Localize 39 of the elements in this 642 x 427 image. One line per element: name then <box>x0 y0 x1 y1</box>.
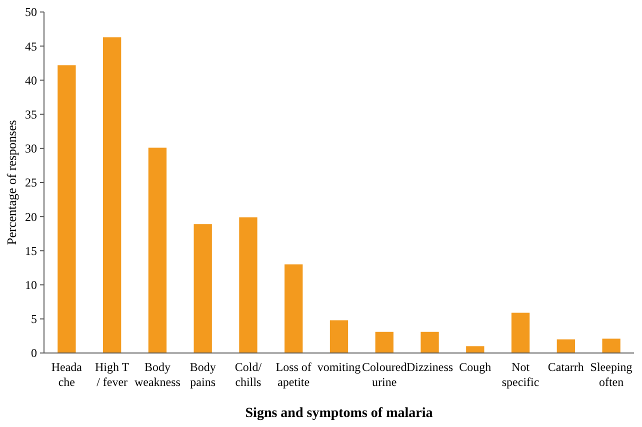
x-tick-label: High T / fever <box>95 360 130 389</box>
y-tick-label: 30 <box>25 142 37 156</box>
x-tick-label: Cold/ chills <box>234 360 262 389</box>
x-tick-label: Loss of apetite <box>276 360 312 389</box>
bar <box>284 264 303 353</box>
y-tick-label: 35 <box>25 108 37 122</box>
x-tick-label: Catarrh <box>548 360 584 374</box>
y-axis-title: Percentage of responses <box>4 120 19 245</box>
y-tick-label: 20 <box>25 210 37 224</box>
bar <box>375 332 394 353</box>
bar <box>420 332 439 353</box>
bar <box>511 312 530 353</box>
y-tick-label: 40 <box>25 73 37 88</box>
x-tick-label: Body weakness <box>134 360 181 389</box>
y-tick-label: 10 <box>25 278 37 292</box>
x-tick-label: Body pains <box>190 360 216 389</box>
y-tick-label: 25 <box>25 176 37 190</box>
x-tick-label: Dizziness <box>406 360 454 374</box>
bar <box>330 320 348 353</box>
x-tick-label: Heada che <box>51 360 83 389</box>
y-tick-label: 15 <box>25 244 37 258</box>
bar <box>103 37 122 353</box>
y-tick-label: 45 <box>25 39 37 54</box>
x-tick-label: Not specific <box>502 360 540 389</box>
x-axis-title: Signs and symptoms of malaria <box>245 406 433 421</box>
x-tick-label: vomiting <box>317 360 361 374</box>
bar <box>466 346 484 353</box>
y-tick-label: 5 <box>31 312 37 326</box>
bar <box>194 224 212 353</box>
x-tick-label: Coloured urine <box>362 360 407 389</box>
bar <box>239 217 258 353</box>
bar <box>148 148 167 353</box>
x-tick-label: Cough <box>459 360 492 374</box>
bar <box>58 65 76 353</box>
x-tick-label: Sleeping often <box>590 360 632 389</box>
bar <box>602 338 620 353</box>
bar <box>556 339 575 353</box>
y-tick-label: 0 <box>31 346 37 360</box>
y-tick-label: 50 <box>25 5 37 20</box>
